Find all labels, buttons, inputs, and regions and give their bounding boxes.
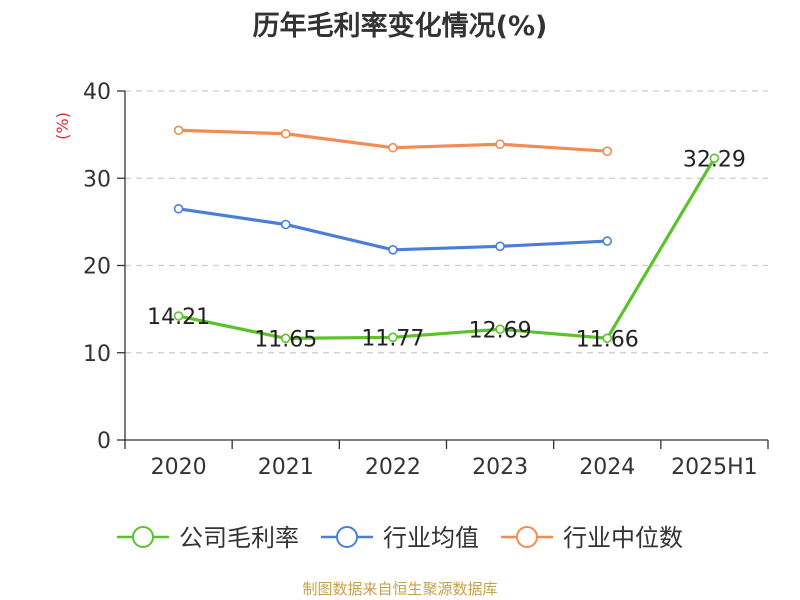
series-point-2 (173, 125, 184, 136)
legend-marker-0 (132, 526, 154, 548)
legend-marker-2 (516, 526, 538, 548)
series-point-2 (280, 128, 291, 139)
series-point-2 (602, 146, 613, 157)
series-point-1 (388, 244, 398, 255)
legend-marker-1 (336, 526, 358, 548)
legend-label-1: 行业均值 (383, 524, 479, 552)
axis-layer: 0 10 20 30 40 2020 2021 2022 2023 2024 2025H1 (%) (53, 80, 769, 480)
x-tick-label: 2020 (151, 455, 207, 480)
y-axis-label: (%) (53, 112, 72, 140)
series-layer (173, 125, 720, 344)
series-point-0 (495, 324, 505, 335)
series-point-2 (388, 142, 398, 153)
series-point-0 (280, 333, 291, 344)
data-label: 32.29 (683, 147, 746, 172)
data-label: 14.21 (147, 305, 210, 330)
grid-layer (125, 90, 768, 354)
y-tick-label: 10 (83, 342, 111, 367)
data-label: 11.66 (576, 327, 639, 352)
y-tick-label: 20 (83, 255, 111, 280)
x-tick-label: 2022 (365, 455, 421, 480)
series-point-0 (388, 332, 398, 343)
x-tick-label: 2021 (258, 455, 314, 480)
legend-label-2: 行业中位数 (563, 524, 683, 552)
source-note: 制图数据来自恒生聚源数据库 (302, 580, 498, 598)
series-point-2 (495, 139, 505, 150)
series-point-0 (173, 311, 184, 321)
data-label: 12.69 (469, 318, 532, 343)
series-point-0 (602, 333, 613, 344)
chart-title: 历年毛利率变化情况(%) (252, 11, 548, 42)
series-point-1 (173, 203, 184, 214)
data-label: 11.77 (361, 326, 424, 351)
y-tick-label: 40 (83, 80, 111, 105)
y-tick-label: 30 (83, 167, 111, 192)
x-tick-label: 2025H1 (671, 455, 758, 480)
series-line-0 (178, 157, 716, 340)
series-line-1 (178, 207, 608, 252)
data-label: 11.65 (254, 327, 317, 352)
series-point-1 (602, 236, 613, 246)
series-point-0 (709, 153, 720, 164)
series-point-1 (495, 241, 505, 252)
x-tick-label: 2023 (472, 455, 528, 480)
legend-label-0: 公司毛利率 (179, 524, 299, 552)
series-point-1 (280, 219, 291, 230)
label-layer: 14.21 11.65 11.77 12.69 11.66 32.29 (147, 147, 746, 352)
legend-layer: 公司毛利率 行业均值 行业中位数 (117, 524, 683, 552)
x-tick-label: 2024 (579, 455, 635, 480)
y-tick-label: 0 (97, 429, 111, 454)
